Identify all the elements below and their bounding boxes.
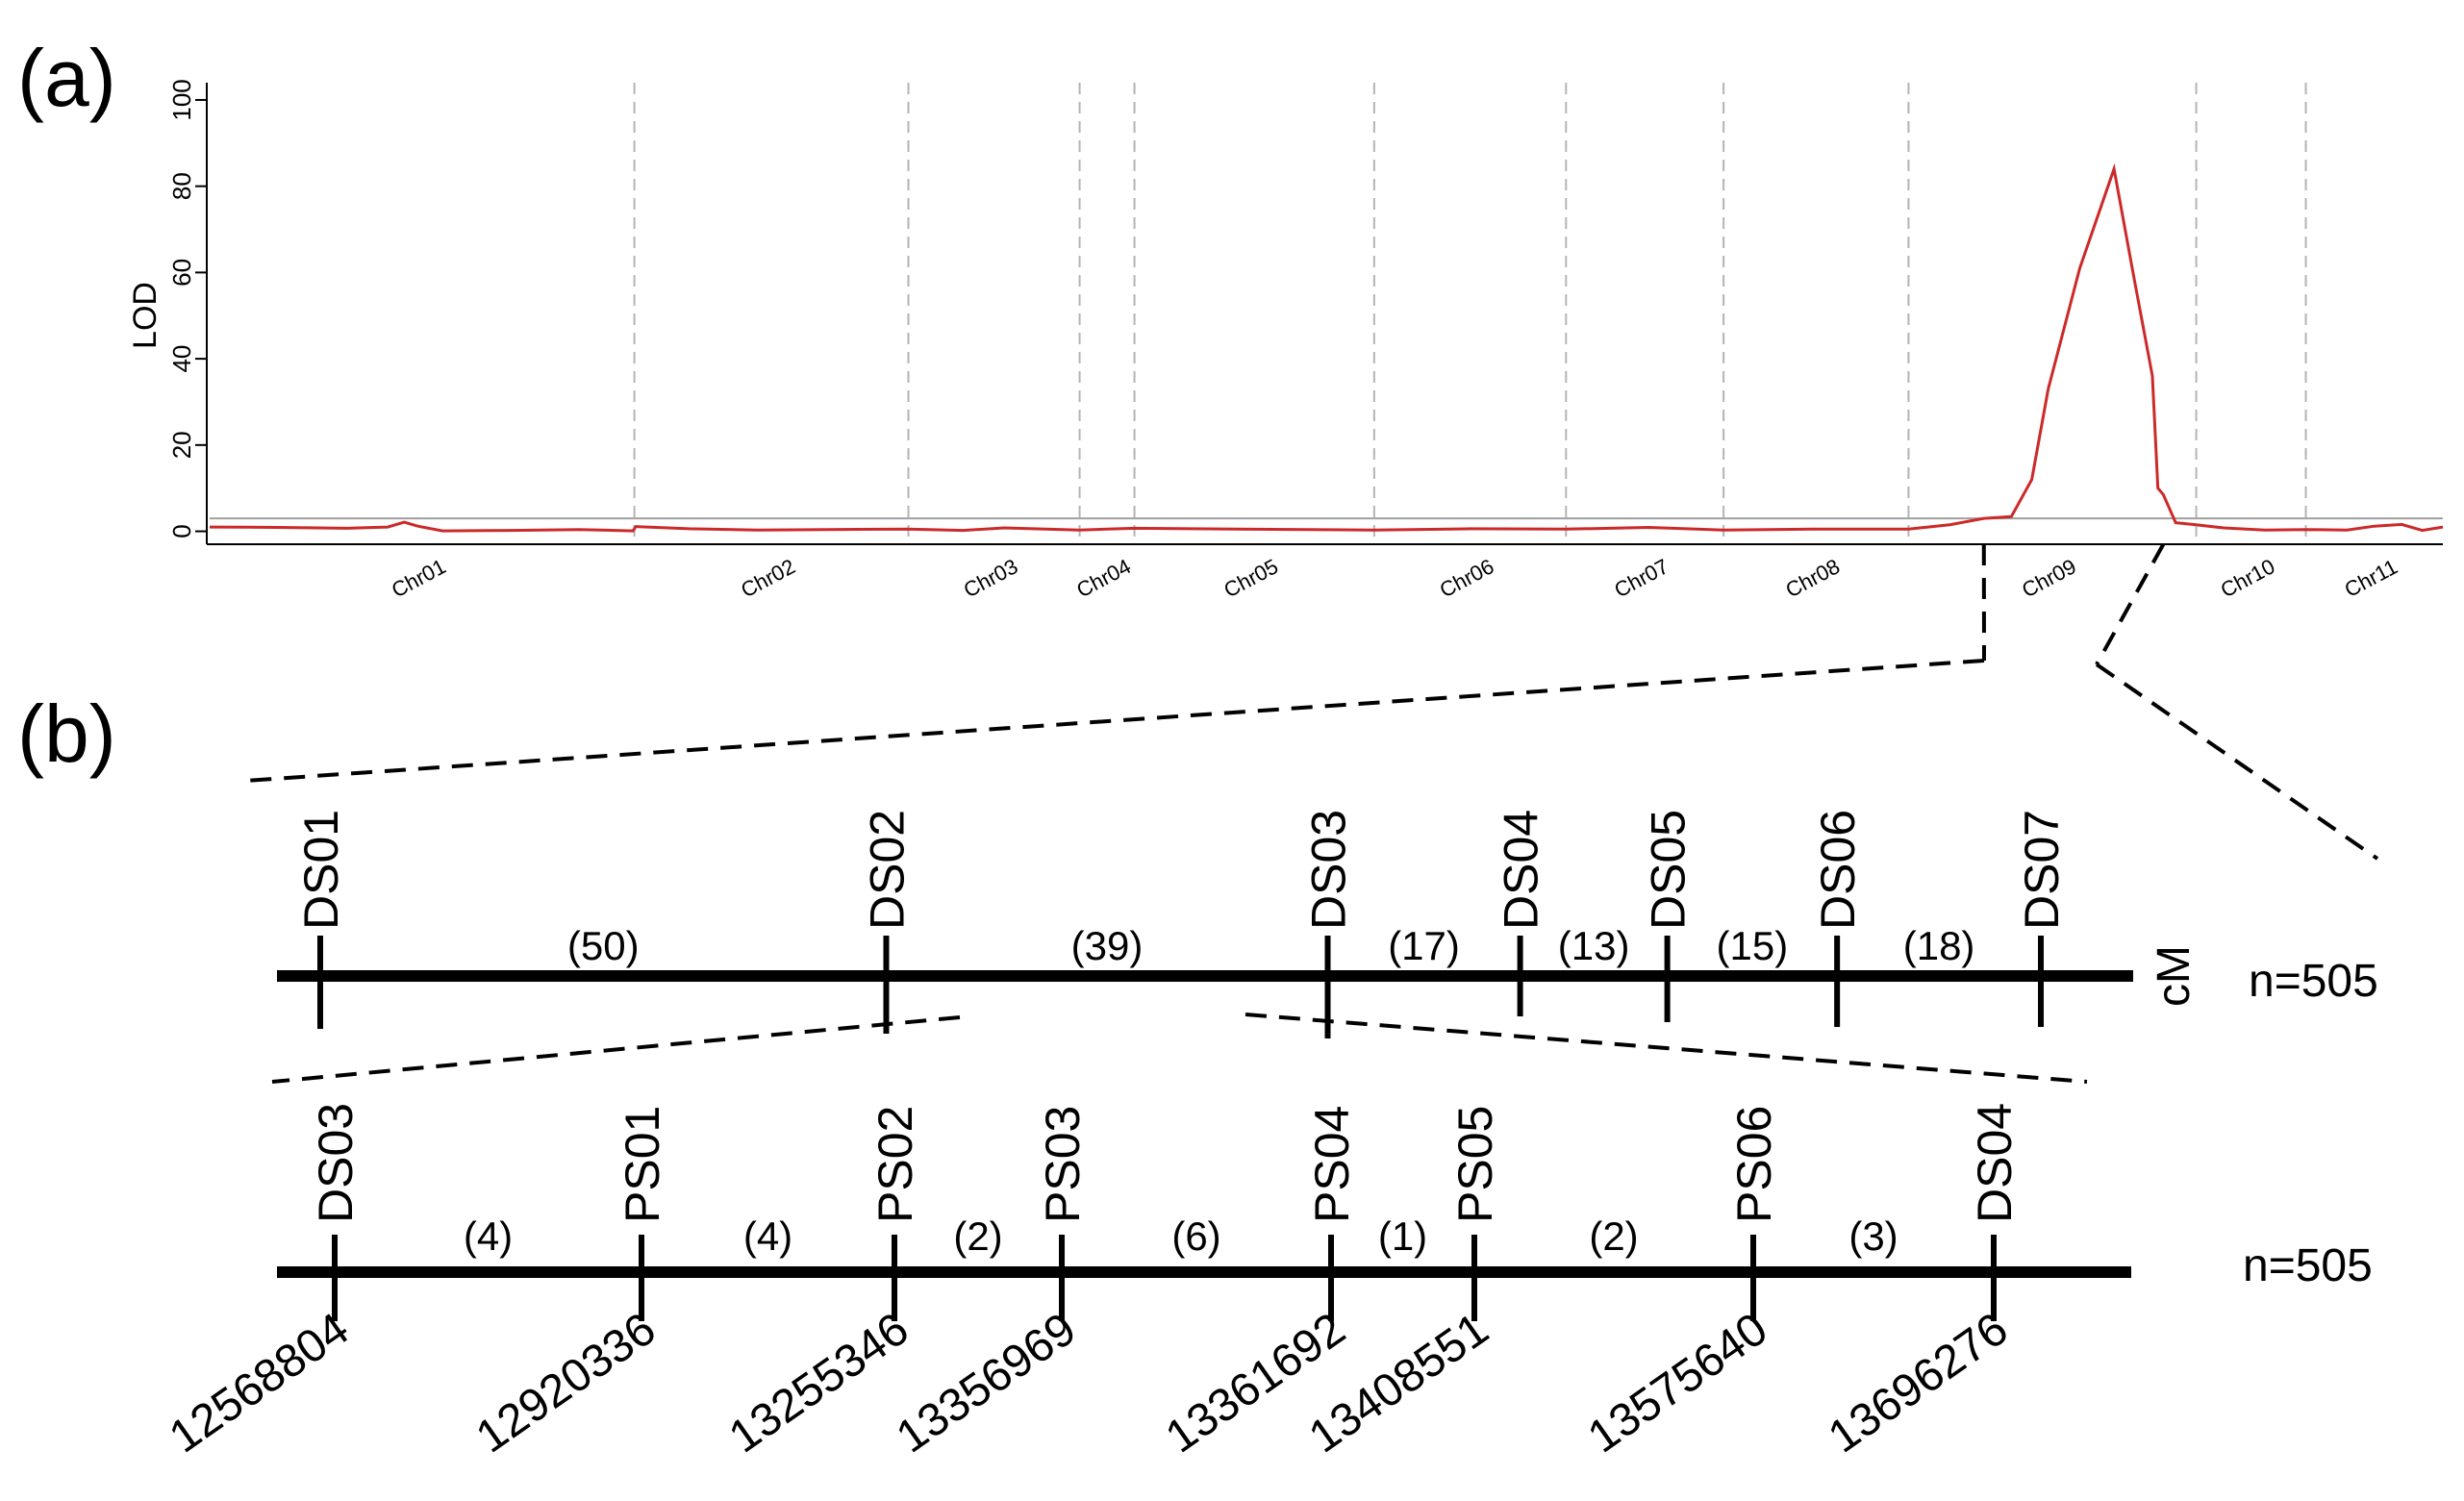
chromosome-label: Chr11 bbox=[2341, 555, 2401, 602]
bottom-position-label: 13696276 bbox=[1820, 1304, 2017, 1463]
top-interval-label: (13) bbox=[1558, 923, 1630, 968]
y-tick-label: 100 bbox=[167, 79, 196, 120]
top-interval-label: (15) bbox=[1717, 923, 1789, 968]
top-marker-label: DS05 bbox=[1642, 810, 1696, 930]
top-interval-label: (39) bbox=[1071, 923, 1144, 968]
top-map-n: n=505 bbox=[2249, 956, 2378, 1007]
top-marker-label: DS07 bbox=[2015, 810, 2069, 930]
top-map-unit: cM bbox=[2149, 945, 2200, 1007]
bottom-interval-label: (6) bbox=[1171, 1213, 1220, 1259]
zoom-right-diagonal-2 bbox=[1245, 1013, 2088, 1084]
bottom-marker-label: PS03 bbox=[1036, 1106, 1090, 1223]
bottom-position-label: 12568804 bbox=[161, 1304, 358, 1463]
chromosome-label: Chr09 bbox=[2018, 554, 2080, 602]
y-tick-label: 80 bbox=[167, 172, 196, 200]
chromosome-label: Chr08 bbox=[1781, 554, 1844, 602]
top-interval-label: (50) bbox=[567, 923, 640, 968]
bottom-interval-label: (1) bbox=[1378, 1213, 1427, 1259]
chromosome-dividers bbox=[633, 83, 2307, 544]
top-marker-label: DS06 bbox=[1811, 810, 1865, 930]
bottom-position-label: 13575640 bbox=[1579, 1304, 1776, 1463]
bottom-position-label: 13255346 bbox=[720, 1304, 918, 1463]
bottom-position-label: 13356969 bbox=[888, 1304, 1085, 1463]
bottom-interval-label: (2) bbox=[1589, 1213, 1638, 1259]
y-axis-ticks: 0 20 40 60 80 100 bbox=[167, 79, 207, 538]
bottom-interval-label: (4) bbox=[464, 1213, 513, 1259]
chromosome-label: Chr10 bbox=[2217, 554, 2279, 602]
bottom-interval-label: (4) bbox=[743, 1213, 792, 1259]
chromosome-label: Chr03 bbox=[960, 554, 1022, 602]
chromosome-label: Chr07 bbox=[1610, 554, 1672, 602]
bottom-marker-label: DS04 bbox=[1968, 1103, 2022, 1223]
bottom-marker-label: PS01 bbox=[616, 1106, 669, 1223]
top-map-markers: DS01 DS02 DS03 DS04 DS05 DS06 DS07 bbox=[294, 810, 2069, 1038]
lod-series-line bbox=[209, 163, 2444, 533]
y-tick-label: 20 bbox=[167, 431, 196, 459]
bottom-marker-label: PS06 bbox=[1727, 1106, 1781, 1223]
bottom-marker-label: PS02 bbox=[868, 1106, 922, 1223]
bottom-map-markers: DS03 PS01 PS02 PS03 PS04 PS05 PS06 DS04 bbox=[309, 1103, 2022, 1321]
chromosome-label: Chr01 bbox=[388, 554, 450, 602]
y-tick-label: 60 bbox=[167, 259, 196, 287]
bottom-marker-label: PS05 bbox=[1448, 1106, 1502, 1223]
chromosome-label: Chr04 bbox=[1072, 554, 1135, 602]
zoom-lines-top-to-bottom bbox=[271, 1013, 2088, 1084]
y-axis-title: LOD bbox=[127, 282, 163, 349]
physical-map-bottom: DS03 PS01 PS02 PS03 PS04 PS05 PS06 DS04 (4) (4)(… bbox=[161, 1103, 2373, 1463]
chromosome-label: Chr05 bbox=[1219, 554, 1282, 602]
zoom-right-drop bbox=[2095, 543, 2166, 665]
top-interval-label: (18) bbox=[1903, 923, 1975, 968]
top-marker-label: DS04 bbox=[1495, 810, 1548, 930]
panel-a-label: (a) bbox=[17, 33, 116, 123]
bottom-position-label: 12920336 bbox=[467, 1304, 665, 1463]
top-interval-label: (17) bbox=[1388, 923, 1460, 968]
bottom-interval-label: (3) bbox=[1848, 1213, 1898, 1259]
genetic-map-top: DS01 DS02 DS03 DS04 DS05 DS06 DS07 (50) (39) (17… bbox=[277, 810, 2378, 1038]
y-tick-label: 40 bbox=[167, 345, 196, 373]
top-marker-label: DS03 bbox=[1302, 810, 1356, 930]
zoom-left-diagonal bbox=[244, 659, 1985, 783]
top-map-intervals: (50) (39) (17) (13) (15) (18) bbox=[567, 923, 1975, 968]
chromosome-label: Chr02 bbox=[737, 554, 799, 602]
zoom-left-diagonal-2 bbox=[271, 1015, 961, 1084]
panel-b-label: (b) bbox=[17, 688, 116, 779]
bottom-map-n: n=505 bbox=[2243, 1240, 2373, 1291]
chromosome-labels: Chr01 Chr02 Chr03 Chr04 Chr05 Chr06 Chr07 Chr08… bbox=[388, 554, 2401, 602]
bottom-marker-label: DS03 bbox=[309, 1103, 363, 1223]
top-marker-label: DS01 bbox=[294, 810, 348, 930]
y-tick-label: 0 bbox=[167, 524, 196, 538]
top-marker-label: DS02 bbox=[860, 810, 914, 930]
bottom-map-intervals: (4) (4) (2) (6) (1) (2) (3) bbox=[464, 1213, 1898, 1259]
bottom-marker-label: PS04 bbox=[1305, 1106, 1359, 1223]
bottom-interval-label: (2) bbox=[953, 1213, 1002, 1259]
zoom-lines-a-to-b bbox=[244, 543, 2379, 861]
chromosome-label: Chr06 bbox=[1436, 554, 1498, 602]
zoom-right-diagonal bbox=[2095, 663, 2379, 861]
